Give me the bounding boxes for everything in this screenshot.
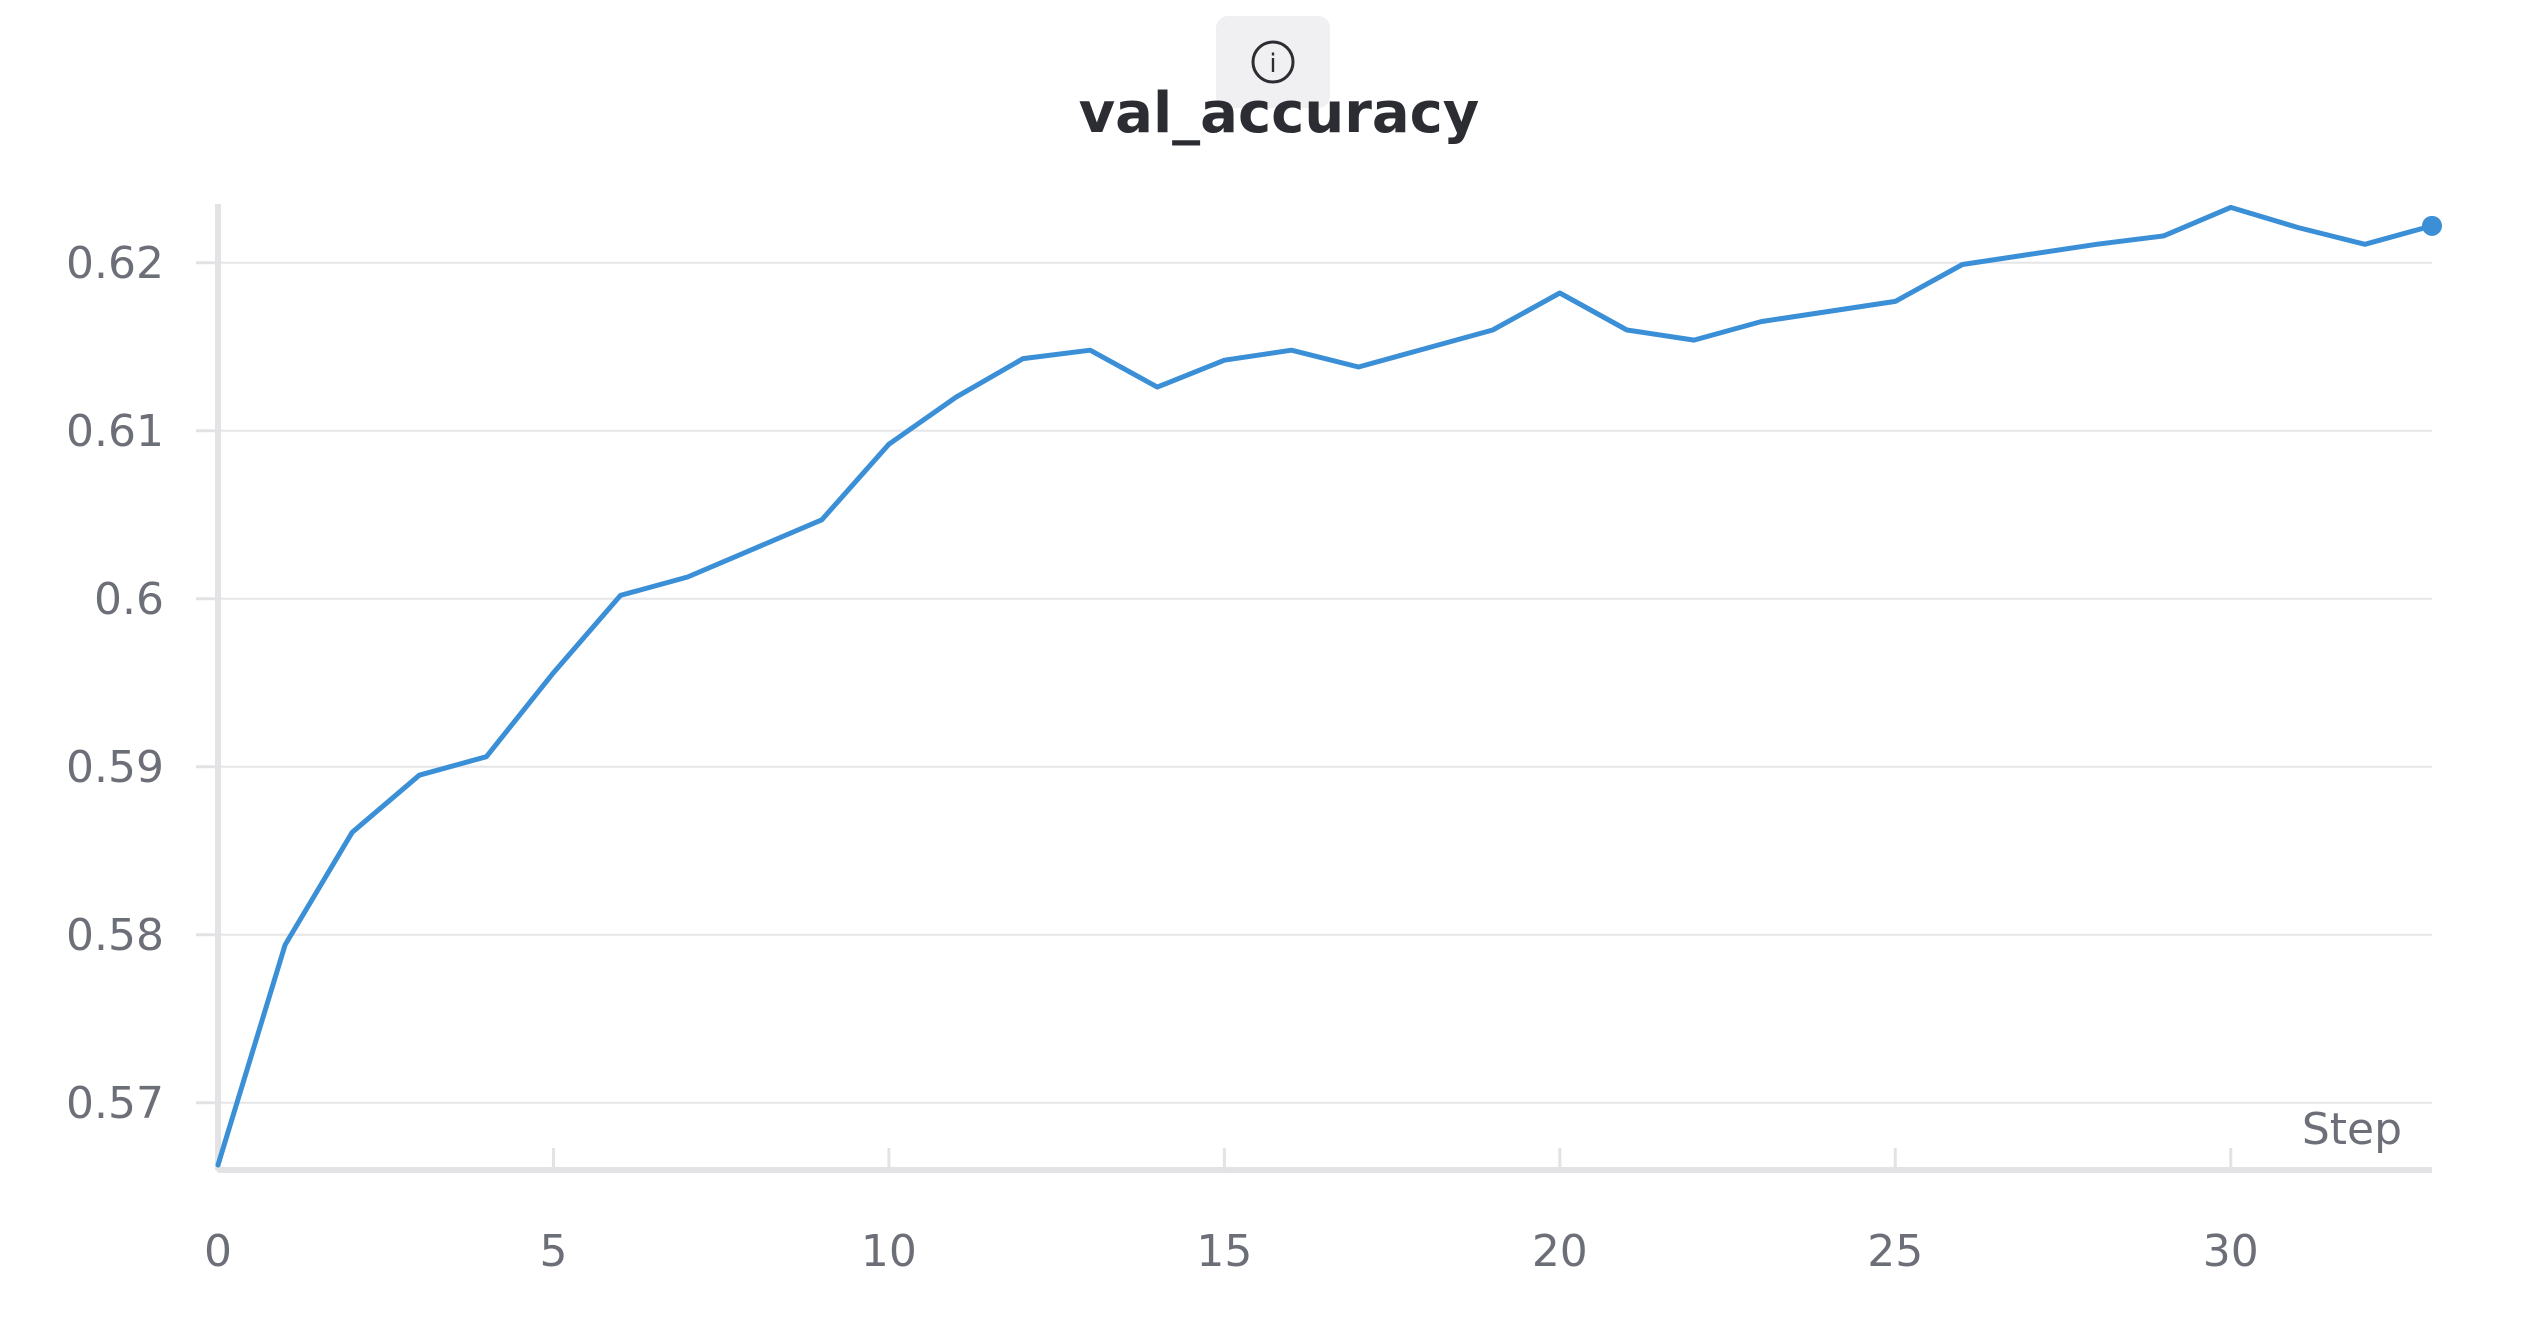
data-point (752, 545, 758, 551)
series-layer (215, 204, 2442, 1168)
data-point (282, 942, 288, 948)
x-tick-label: 20 (1532, 1226, 1588, 1277)
axis-layer: 0.57 0.58 0.59 0.6 0.61 0.62 0 5 10 15 20 25 30 (66, 204, 2432, 1277)
data-point (1490, 327, 1496, 333)
data-point (2362, 241, 2368, 247)
data-point (1221, 357, 1227, 363)
chart-title: val_accuracy (1079, 81, 1480, 146)
y-tick-label: 0.57 (66, 1078, 164, 1129)
x-tick-label: 5 (539, 1226, 567, 1277)
data-point (1288, 347, 1294, 353)
info-button[interactable]: i (1216, 16, 1330, 108)
series-line (215, 204, 2435, 1168)
x-tick-label: 30 (2203, 1226, 2259, 1277)
data-point (2228, 204, 2234, 210)
y-tick-label: 0.6 (94, 574, 164, 625)
grid-layer (218, 261, 2432, 1104)
data-point (2161, 233, 2167, 239)
x-tick-label: 0 (204, 1226, 232, 1277)
data-point (1691, 337, 1697, 343)
y-tick-label: 0.59 (66, 742, 164, 793)
y-tick-label: 0.61 (66, 406, 164, 457)
data-point (1557, 290, 1563, 296)
data-point (618, 592, 624, 598)
y-tick-label: 0.62 (66, 238, 164, 289)
data-point (483, 754, 489, 760)
last-point-marker (2422, 215, 2442, 236)
x-tick-label: 10 (861, 1226, 917, 1277)
data-point (1758, 319, 1764, 325)
info-icon-glyph: i (1269, 49, 1276, 79)
data-point (416, 772, 422, 778)
info-icon (1251, 40, 1295, 84)
y-tick-label: 0.58 (66, 910, 164, 961)
data-point (2026, 251, 2032, 257)
data-point (2094, 241, 2100, 247)
data-point (953, 394, 959, 400)
data-point (215, 1162, 221, 1168)
data-point (1959, 261, 1965, 267)
data-point (819, 517, 825, 523)
data-point (886, 441, 892, 447)
data-point (1356, 364, 1362, 370)
x-axis-label: Step (2302, 1104, 2402, 1155)
data-point (1154, 384, 1160, 390)
data-point (1423, 345, 1429, 351)
data-point (1087, 347, 1093, 353)
data-point (349, 829, 355, 835)
data-point (1892, 298, 1898, 304)
data-point (2295, 225, 2301, 231)
data-point (1825, 309, 1831, 315)
data-point (1624, 327, 1630, 333)
x-tick-label: 15 (1196, 1226, 1252, 1277)
data-point (1020, 356, 1026, 362)
x-tick-label: 25 (1867, 1226, 1923, 1277)
data-point (685, 574, 691, 580)
data-point (550, 670, 556, 676)
